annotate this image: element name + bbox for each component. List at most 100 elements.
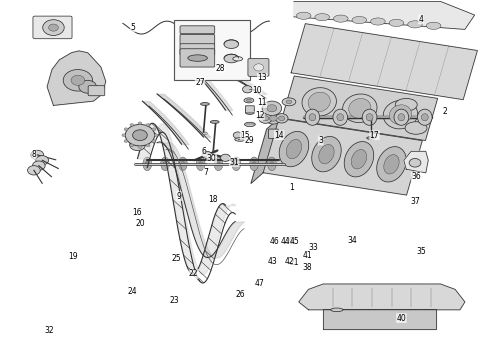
Circle shape: [138, 122, 142, 125]
Polygon shape: [47, 51, 106, 105]
Circle shape: [262, 116, 269, 121]
Circle shape: [130, 123, 134, 126]
Ellipse shape: [308, 92, 330, 112]
Ellipse shape: [366, 114, 373, 121]
Text: 3: 3: [318, 136, 323, 145]
Ellipse shape: [352, 17, 367, 24]
Polygon shape: [323, 309, 436, 329]
Ellipse shape: [398, 114, 405, 121]
Ellipse shape: [188, 55, 207, 61]
Ellipse shape: [279, 131, 309, 167]
Ellipse shape: [389, 19, 404, 27]
Text: 4: 4: [418, 15, 423, 24]
Circle shape: [243, 86, 252, 93]
Text: 47: 47: [255, 279, 265, 288]
Ellipse shape: [200, 103, 209, 105]
Ellipse shape: [405, 122, 427, 134]
Circle shape: [125, 125, 155, 146]
Ellipse shape: [246, 99, 251, 102]
Text: 33: 33: [309, 243, 318, 252]
Ellipse shape: [315, 14, 330, 21]
Ellipse shape: [331, 308, 343, 312]
Ellipse shape: [233, 57, 243, 61]
Text: 32: 32: [45, 326, 54, 335]
Circle shape: [267, 105, 277, 112]
Circle shape: [138, 145, 142, 148]
Text: 38: 38: [303, 264, 312, 273]
Ellipse shape: [286, 100, 292, 104]
Ellipse shape: [163, 162, 167, 166]
Text: 21: 21: [289, 258, 298, 267]
Text: 30: 30: [207, 154, 217, 163]
Ellipse shape: [235, 138, 245, 141]
Circle shape: [122, 134, 126, 136]
Ellipse shape: [426, 22, 441, 30]
Ellipse shape: [309, 114, 316, 121]
Text: 29: 29: [244, 136, 254, 145]
Text: 28: 28: [216, 64, 225, 73]
Circle shape: [146, 123, 150, 126]
Ellipse shape: [367, 137, 374, 139]
Circle shape: [152, 140, 156, 143]
Ellipse shape: [370, 18, 385, 25]
Text: 16: 16: [133, 208, 142, 217]
Ellipse shape: [333, 15, 348, 22]
Ellipse shape: [337, 114, 343, 121]
Ellipse shape: [349, 99, 371, 118]
Circle shape: [146, 144, 150, 147]
Circle shape: [275, 114, 288, 123]
Polygon shape: [404, 151, 428, 173]
Text: 46: 46: [270, 237, 279, 246]
Ellipse shape: [224, 54, 239, 63]
Text: 24: 24: [128, 287, 137, 296]
Text: 12: 12: [255, 111, 265, 120]
Ellipse shape: [296, 12, 311, 19]
Text: 15: 15: [240, 131, 250, 140]
Circle shape: [278, 116, 285, 121]
Ellipse shape: [383, 100, 417, 129]
Text: 22: 22: [189, 269, 198, 278]
Ellipse shape: [343, 94, 377, 122]
FancyBboxPatch shape: [245, 106, 254, 113]
Ellipse shape: [145, 162, 149, 166]
Ellipse shape: [182, 28, 214, 31]
Circle shape: [202, 151, 212, 158]
Text: 2: 2: [443, 107, 448, 116]
Circle shape: [43, 20, 64, 36]
Text: 42: 42: [284, 257, 294, 266]
Polygon shape: [282, 76, 438, 140]
Ellipse shape: [384, 154, 399, 174]
Circle shape: [63, 69, 93, 91]
Ellipse shape: [282, 98, 296, 106]
Text: 35: 35: [416, 247, 426, 256]
Circle shape: [409, 158, 421, 167]
FancyBboxPatch shape: [248, 58, 269, 76]
Polygon shape: [291, 24, 477, 100]
Ellipse shape: [286, 139, 302, 159]
FancyBboxPatch shape: [174, 20, 250, 80]
Ellipse shape: [232, 157, 241, 171]
Text: 36: 36: [411, 172, 421, 181]
Ellipse shape: [377, 147, 406, 182]
Text: 39: 39: [284, 237, 294, 246]
Ellipse shape: [214, 157, 223, 171]
Ellipse shape: [245, 122, 255, 127]
Ellipse shape: [216, 162, 220, 166]
Text: 17: 17: [369, 131, 379, 140]
Polygon shape: [251, 118, 279, 184]
Circle shape: [259, 113, 272, 123]
Ellipse shape: [161, 157, 170, 171]
Text: 27: 27: [195, 78, 205, 87]
Ellipse shape: [395, 98, 417, 111]
Ellipse shape: [312, 136, 341, 172]
FancyBboxPatch shape: [180, 44, 215, 55]
Polygon shape: [294, 1, 475, 30]
Ellipse shape: [181, 162, 185, 166]
Text: 14: 14: [274, 131, 284, 140]
FancyBboxPatch shape: [180, 49, 215, 67]
Circle shape: [27, 166, 40, 175]
Circle shape: [220, 154, 230, 161]
Ellipse shape: [302, 88, 337, 116]
Text: 40: 40: [396, 314, 406, 323]
FancyBboxPatch shape: [180, 26, 215, 34]
